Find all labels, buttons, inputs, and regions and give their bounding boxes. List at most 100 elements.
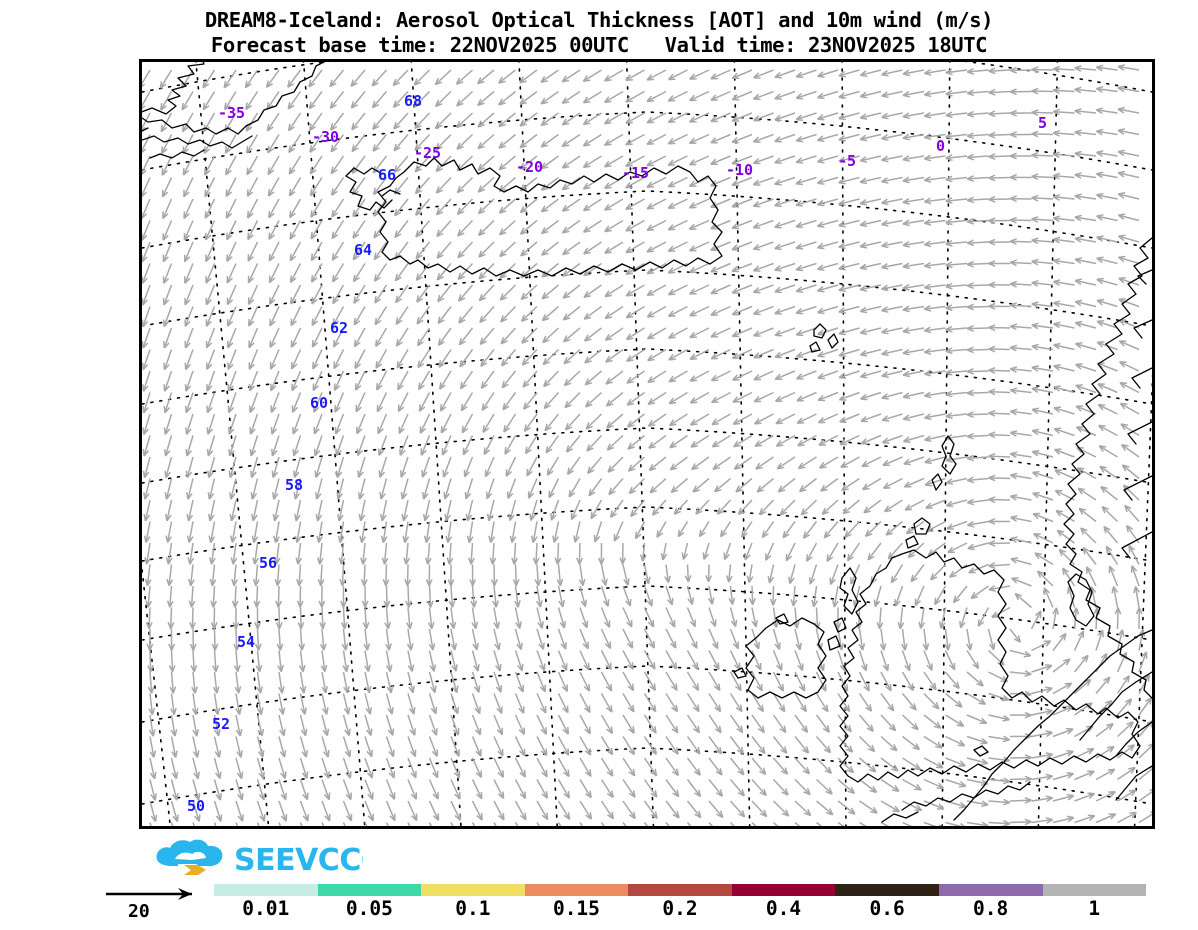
- wind-arrow: [146, 628, 154, 651]
- wind-arrow: [821, 499, 839, 516]
- wind-arrow: [246, 177, 259, 197]
- wind-arrow: [407, 800, 418, 822]
- wind-arrow: [772, 671, 785, 692]
- wind-arrow: [248, 306, 259, 327]
- wind-arrow: [859, 133, 882, 142]
- wind-arrow: [310, 198, 323, 218]
- wind-arrow: [988, 820, 1011, 826]
- wind-arrow: [630, 499, 646, 518]
- wind-arrow: [536, 585, 543, 608]
- wind-arrow: [480, 370, 495, 389]
- wind-arrow: [499, 284, 517, 301]
- wind-arrow: [506, 478, 517, 500]
- wind-arrow: [838, 112, 860, 121]
- wind-arrow: [149, 736, 157, 758]
- wind-arrow: [142, 91, 151, 110]
- wind-arrow: [731, 305, 753, 316]
- wind-arrow: [225, 155, 237, 176]
- wind-arrow: [489, 542, 497, 565]
- wind-arrow: [373, 263, 388, 282]
- wind-arrow: [385, 628, 392, 651]
- wind-arrow: [213, 800, 223, 822]
- wind-arrow: [660, 542, 668, 561]
- wind-arrow: [142, 263, 151, 285]
- wind-arrow: [1116, 651, 1128, 673]
- wind-arrow: [966, 389, 989, 397]
- wind-arrow: [498, 112, 516, 128]
- wind-arrow: [731, 133, 753, 144]
- wind-arrow: [902, 305, 925, 313]
- wind-arrow: [643, 822, 649, 826]
- wind-arrow: [299, 671, 307, 694]
- wind-arrow: [881, 112, 903, 120]
- wind-arrow: [838, 90, 860, 99]
- wind-arrow: [450, 650, 458, 672]
- wind-arrow: [418, 392, 431, 412]
- wind-arrow: [686, 585, 695, 605]
- wind-arrow: [838, 284, 860, 293]
- map-plot-area[interactable]: 68 66 64 62 60 58 56 54 52 50 -35 -30 -2…: [139, 59, 1155, 829]
- wind-arrow: [188, 585, 196, 608]
- wind-arrow: [227, 349, 237, 370]
- wind-arrow: [945, 239, 968, 247]
- wind-arrow: [267, 177, 280, 197]
- wind-arrow: [160, 112, 173, 133]
- wind-arrow: [609, 499, 624, 519]
- wind-arrow: [493, 693, 503, 715]
- wind-arrow: [1053, 385, 1075, 394]
- wind-arrow: [527, 478, 538, 499]
- wind-arrow: [816, 133, 839, 143]
- wind-arrow: [211, 628, 219, 651]
- wind-arrow: [337, 521, 345, 543]
- wind-arrow: [774, 133, 796, 143]
- wind-arrow: [600, 757, 614, 777]
- wind-arrow: [723, 542, 732, 561]
- wind-arrow: [579, 650, 590, 671]
- wind-arrow: [562, 305, 581, 321]
- wind-arrow: [1096, 235, 1118, 243]
- wind-arrow: [859, 241, 882, 249]
- wind-arrow: [1135, 607, 1143, 630]
- wind-arrow: [774, 112, 796, 122]
- wind-arrow: [148, 714, 156, 737]
- wind-arrow: [945, 499, 968, 508]
- wind-arrow: [902, 327, 925, 334]
- wind-arrow: [416, 306, 431, 325]
- wind-arrow: [450, 779, 461, 800]
- wind-arrow: [1009, 387, 1032, 395]
- wind-arrow: [393, 155, 409, 174]
- wind-arrow: [358, 499, 366, 522]
- coastline-greenland: [142, 62, 326, 135]
- wind-arrow: [1117, 213, 1140, 222]
- wind-arrow: [988, 692, 1010, 702]
- wind-arrow: [457, 262, 474, 281]
- wind-arrow: [966, 260, 989, 268]
- wind-arrow: [859, 305, 882, 314]
- wind-arrow: [520, 241, 538, 257]
- wind-arrow: [270, 370, 280, 392]
- wind-arrow: [600, 800, 615, 820]
- wind-arrow: [945, 714, 965, 727]
- wind-arrow: [1138, 696, 1152, 716]
- wind-arrow: [522, 370, 538, 388]
- wind-arrow: [579, 585, 588, 608]
- wind-arrow: [838, 262, 860, 271]
- wind-arrow: [795, 262, 817, 272]
- wind-arrow: [270, 392, 280, 414]
- wind-arrow: [561, 133, 581, 148]
- wind-arrow: [231, 585, 239, 608]
- wind-arrow: [1082, 546, 1097, 565]
- wind-arrow: [988, 714, 1010, 722]
- wind-arrow: [881, 284, 903, 292]
- wind-arrow: [170, 757, 179, 780]
- wind-arrow: [486, 499, 495, 522]
- wind-arrow: [1052, 772, 1075, 781]
- colorbar-tick-label: 0.01: [242, 897, 290, 920]
- wind-arrow: [231, 564, 238, 587]
- wind-arrow: [731, 112, 753, 122]
- wind-arrow: [352, 263, 366, 283]
- wind-arrow: [1118, 276, 1140, 286]
- wind-arrow: [1096, 214, 1118, 222]
- wind-arrow: [330, 134, 345, 153]
- wind-arrow: [794, 671, 806, 692]
